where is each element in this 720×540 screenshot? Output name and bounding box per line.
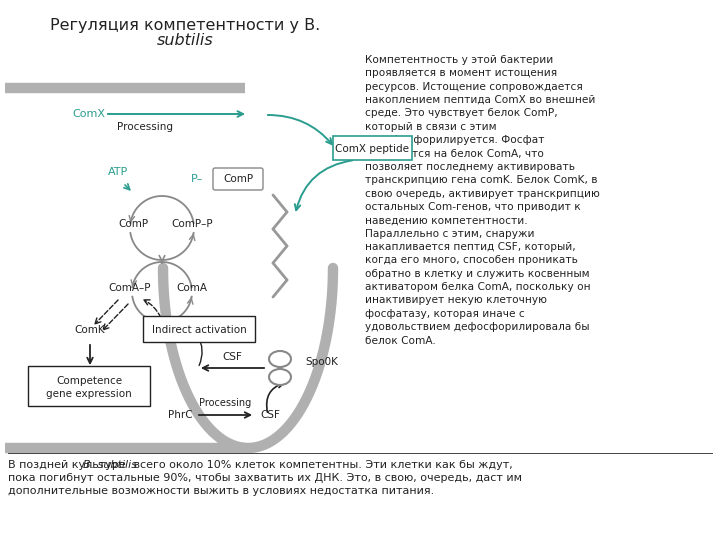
FancyBboxPatch shape	[333, 136, 412, 160]
Ellipse shape	[269, 369, 291, 385]
FancyBboxPatch shape	[213, 168, 263, 190]
Text: Spo0K: Spo0K	[305, 357, 338, 367]
Text: B. subtilis: B. subtilis	[83, 460, 137, 470]
Text: CSF: CSF	[260, 410, 280, 420]
Text: ComX: ComX	[72, 109, 105, 119]
Text: gene expression: gene expression	[46, 389, 132, 399]
Text: ComP: ComP	[118, 219, 148, 229]
Text: Processing: Processing	[117, 122, 173, 132]
Text: subtilis: subtilis	[157, 33, 213, 48]
Text: ComA–P: ComA–P	[109, 283, 151, 293]
FancyBboxPatch shape	[143, 316, 255, 342]
Text: ComA: ComA	[176, 283, 207, 293]
Text: Регуляция компетентности у B.: Регуляция компетентности у B.	[50, 18, 320, 33]
Text: Competence: Competence	[56, 376, 122, 386]
Text: дополнительные возможности выжить в условиях недостатка питания.: дополнительные возможности выжить в усло…	[8, 486, 434, 496]
FancyBboxPatch shape	[28, 366, 150, 406]
Text: Компетентность у этой бактерии
проявляется в момент истощения
ресурсов. Истощени: Компетентность у этой бактерии проявляет…	[365, 55, 600, 346]
Text: Indirect activation: Indirect activation	[152, 325, 246, 335]
Text: всего около 10% клеток компетентны. Эти клетки как бы ждут,: всего около 10% клеток компетентны. Эти …	[130, 460, 513, 470]
Text: В поздней культуре: В поздней культуре	[8, 460, 130, 470]
Text: ComX peptide: ComX peptide	[335, 144, 409, 154]
Text: ATP: ATP	[108, 167, 128, 177]
Text: ComK: ComK	[75, 325, 105, 335]
Text: пока погибнут остальные 90%, чтобы захватить их ДНК. Это, в свою, очередь, даст : пока погибнут остальные 90%, чтобы захва…	[8, 473, 522, 483]
Text: P–: P–	[191, 174, 203, 184]
Text: ComP: ComP	[223, 174, 253, 184]
Ellipse shape	[269, 351, 291, 367]
Text: ComP–P: ComP–P	[171, 219, 213, 229]
Text: CSF: CSF	[222, 352, 242, 362]
Text: PhrC: PhrC	[168, 410, 193, 420]
Text: Processing: Processing	[199, 398, 251, 408]
